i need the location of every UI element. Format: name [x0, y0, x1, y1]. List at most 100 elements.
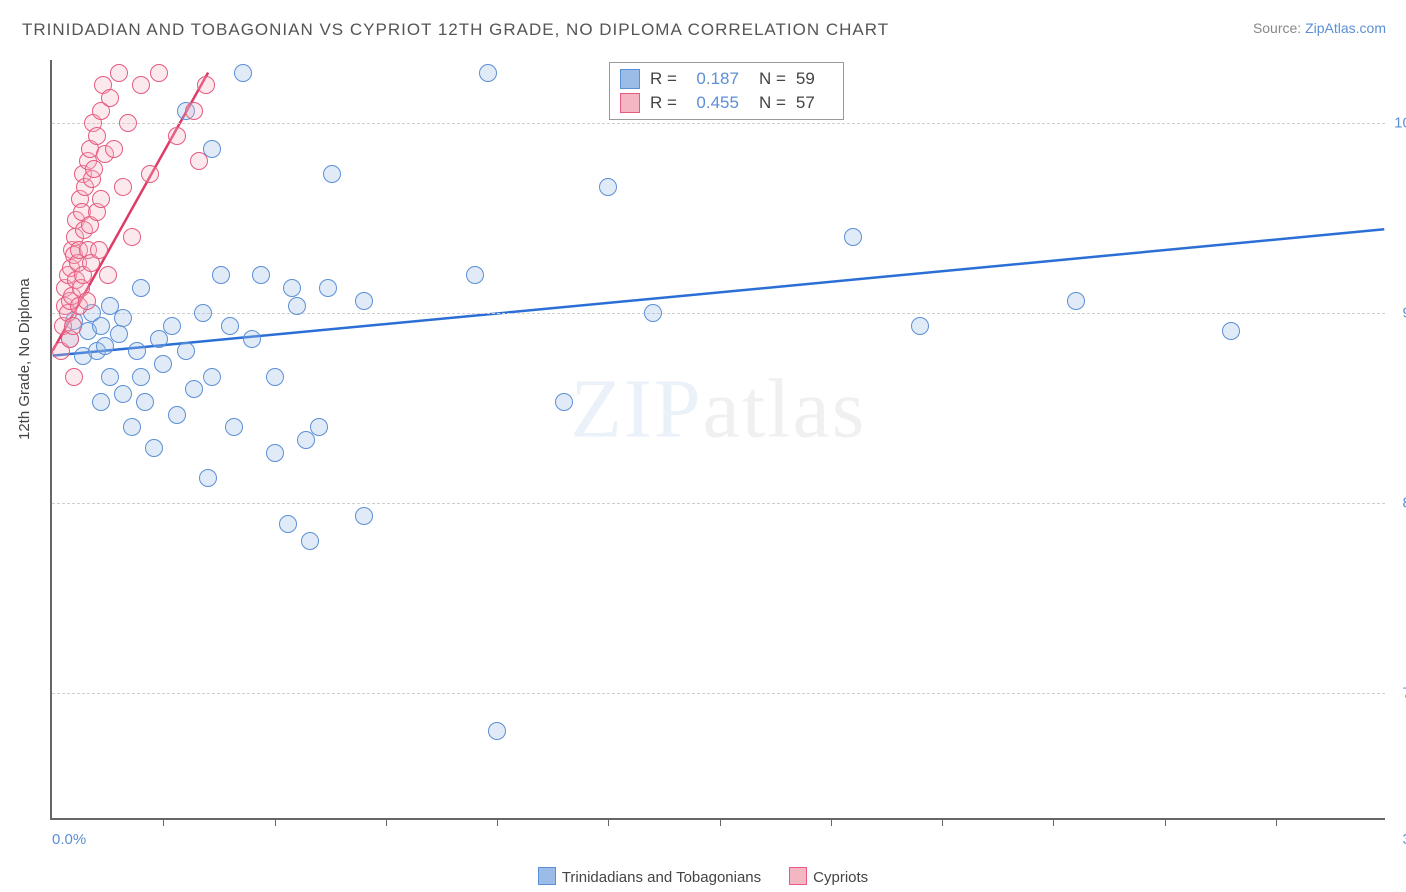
scatter-point — [110, 64, 128, 82]
scatter-point — [185, 380, 203, 398]
scatter-point — [283, 279, 301, 297]
source-attribution: Source: ZipAtlas.com — [1253, 20, 1386, 36]
x-tick — [275, 818, 276, 826]
scatter-point — [168, 406, 186, 424]
x-tick — [1165, 818, 1166, 826]
scatter-point — [123, 228, 141, 246]
scatter-point — [599, 178, 617, 196]
x-tick — [1276, 818, 1277, 826]
grid-line — [52, 313, 1385, 314]
source-prefix: Source: — [1253, 20, 1305, 36]
legend-swatch — [538, 867, 556, 885]
n-value: 59 — [796, 69, 815, 89]
scatter-point — [355, 292, 373, 310]
plot-area: ZIPatlas R =0.187N =59R =0.455N =57 0.0%… — [50, 60, 1385, 820]
trend-lines-layer — [52, 60, 1385, 818]
grid-line — [52, 503, 1385, 504]
scatter-point — [221, 317, 239, 335]
scatter-point — [479, 64, 497, 82]
x-tick — [720, 818, 721, 826]
correlation-row: R =0.455N =57 — [620, 91, 833, 115]
x-axis-min-label: 0.0% — [52, 831, 86, 848]
legend-swatch — [620, 69, 640, 89]
scatter-point — [145, 439, 163, 457]
r-label: R = — [650, 69, 677, 89]
scatter-point — [355, 507, 373, 525]
scatter-point — [323, 165, 341, 183]
legend-swatch — [789, 867, 807, 885]
y-tick-label: 100.0% — [1394, 115, 1406, 132]
scatter-point — [150, 64, 168, 82]
x-tick — [942, 818, 943, 826]
scatter-point — [101, 89, 119, 107]
scatter-point — [185, 102, 203, 120]
source-link[interactable]: ZipAtlas.com — [1305, 20, 1386, 36]
x-tick — [831, 818, 832, 826]
r-value: 0.455 — [687, 93, 739, 113]
chart-title: TRINIDADIAN AND TOBAGONIAN VS CYPRIOT 12… — [22, 20, 889, 40]
scatter-point — [177, 342, 195, 360]
scatter-point — [141, 165, 159, 183]
scatter-point — [644, 304, 662, 322]
scatter-point — [488, 722, 506, 740]
scatter-point — [266, 444, 284, 462]
correlation-row: R = 0.187 N = 59 — [620, 67, 833, 91]
y-axis-label: 12th Grade, No Diploma — [16, 278, 33, 440]
y-tick-label: 77.5% — [1402, 685, 1406, 702]
scatter-point — [197, 76, 215, 94]
legend-item: Trinidadians and Tobagonians — [538, 867, 761, 886]
scatter-point — [199, 469, 217, 487]
scatter-point — [110, 325, 128, 343]
scatter-point — [310, 418, 328, 436]
scatter-point — [132, 368, 150, 386]
scatter-point — [203, 368, 221, 386]
y-tick-label: 92.5% — [1402, 305, 1406, 322]
legend-label: Trinidadians and Tobagonians — [562, 869, 761, 886]
scatter-point — [190, 152, 208, 170]
scatter-point — [65, 368, 83, 386]
scatter-point — [132, 279, 150, 297]
scatter-point — [252, 266, 270, 284]
scatter-point — [92, 317, 110, 335]
scatter-point — [114, 178, 132, 196]
r-label: R = — [650, 93, 677, 113]
scatter-point — [319, 279, 337, 297]
scatter-point — [92, 393, 110, 411]
scatter-point — [90, 241, 108, 259]
scatter-point — [85, 160, 103, 178]
scatter-point — [101, 368, 119, 386]
x-tick — [608, 818, 609, 826]
scatter-point — [243, 330, 261, 348]
r-value: 0.187 — [687, 69, 739, 89]
scatter-point — [114, 385, 132, 403]
scatter-point — [92, 190, 110, 208]
scatter-point — [136, 393, 154, 411]
scatter-point — [168, 127, 186, 145]
x-axis-max-label: 30.0% — [1402, 831, 1406, 848]
scatter-point — [64, 317, 82, 335]
scatter-point — [194, 304, 212, 322]
scatter-point — [132, 76, 150, 94]
x-tick — [1053, 818, 1054, 826]
n-label: N = — [759, 93, 786, 113]
legend-label: Cypriots — [813, 869, 868, 886]
y-tick-label: 85.0% — [1402, 495, 1406, 512]
scatter-point — [844, 228, 862, 246]
scatter-point — [99, 266, 117, 284]
scatter-point — [279, 515, 297, 533]
scatter-point — [555, 393, 573, 411]
x-tick — [386, 818, 387, 826]
x-tick — [163, 818, 164, 826]
scatter-point — [225, 418, 243, 436]
grid-line — [52, 693, 1385, 694]
scatter-point — [1067, 292, 1085, 310]
scatter-point — [301, 532, 319, 550]
scatter-point — [163, 317, 181, 335]
legend-swatch — [620, 93, 640, 113]
n-label: N = — [759, 69, 786, 89]
scatter-point — [105, 140, 123, 158]
chart-container: TRINIDADIAN AND TOBAGONIAN VS CYPRIOT 12… — [0, 0, 1406, 892]
scatter-point — [78, 292, 96, 310]
legend-item: Cypriots — [789, 867, 868, 886]
scatter-point — [212, 266, 230, 284]
